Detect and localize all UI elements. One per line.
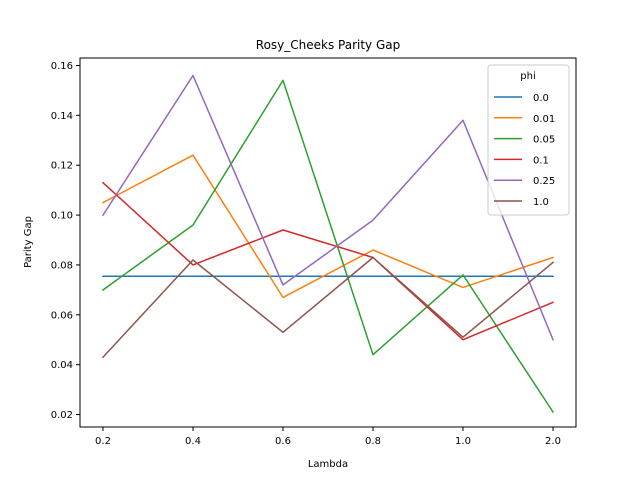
y-tick-label: 0.14 <box>51 111 73 122</box>
x-tick-label: 0.4 <box>185 436 201 447</box>
chart-title: Rosy_Cheeks Parity Gap <box>256 38 400 52</box>
series-line-phi-1.0 <box>101 256 555 359</box>
legend-label: 0.01 <box>533 114 555 125</box>
x-tick-label: 2.0 <box>545 436 561 447</box>
series-line-phi-0.05 <box>101 79 555 414</box>
legend-label: 1.0 <box>533 197 549 208</box>
x-tick-label: 0.8 <box>365 436 381 447</box>
y-tick-label: 0.02 <box>51 410 73 421</box>
plot-frame <box>79 57 577 428</box>
legend-box <box>487 64 570 216</box>
y-tick-label: 0.04 <box>51 360 73 371</box>
legend-label: 0.1 <box>533 155 549 166</box>
series-line-phi-0.1 <box>101 181 554 341</box>
series-line-phi-0.25 <box>101 74 554 341</box>
x-tick-label: 0.6 <box>275 436 291 447</box>
x-tick-label: 1.0 <box>455 436 471 447</box>
series-line-phi-0.01 <box>101 154 554 299</box>
x-tick-label: 0.2 <box>95 436 111 447</box>
legend: phi 0.0 0.01 0.05 0.1 0.25 1.0 <box>487 64 570 216</box>
y-tick-label: 0.10 <box>51 211 73 222</box>
y-tick-label: 0.06 <box>51 310 73 321</box>
y-tick-label: 0.12 <box>51 161 73 172</box>
y-axis: 0.02 0.04 0.06 0.08 0.10 0.12 0.14 0.16 <box>51 61 80 421</box>
legend-title: phi <box>520 71 535 82</box>
legend-label: 0.25 <box>533 176 555 187</box>
y-axis-title: Parity Gap <box>23 216 34 268</box>
x-axis: 0.2 0.4 0.6 0.8 1.0 2.0 <box>95 427 561 447</box>
x-axis-title: Lambda <box>308 459 348 470</box>
y-tick-label: 0.16 <box>51 61 73 72</box>
y-tick-label: 0.08 <box>51 260 73 271</box>
series-layer <box>101 74 555 414</box>
legend-label: 0.05 <box>533 135 555 146</box>
legend-entries: 0.0 0.01 0.05 0.1 0.25 1.0 <box>494 93 555 208</box>
legend-label: 0.0 <box>533 93 549 104</box>
